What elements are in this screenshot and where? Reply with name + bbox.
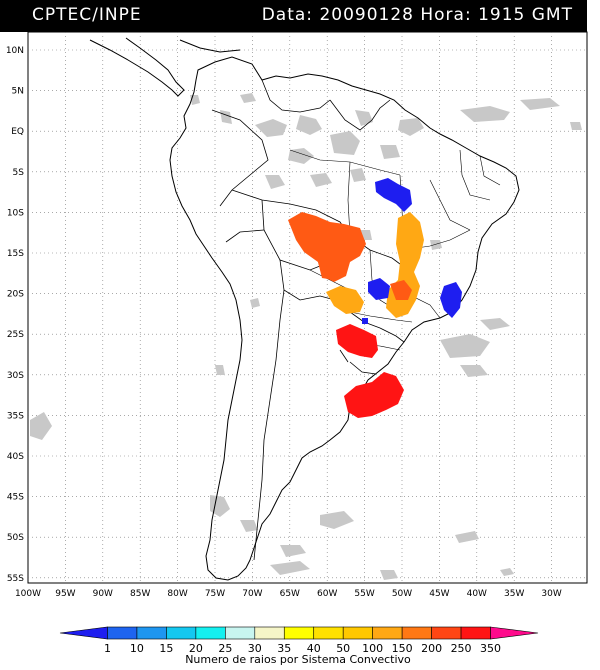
system-orange-red-west	[288, 212, 366, 282]
colorbar-segment	[59, 626, 108, 640]
lon-label: 65W	[280, 589, 300, 599]
colorbar-segment	[107, 626, 138, 640]
lat-label: 15S	[7, 249, 24, 259]
lat-label: 55S	[7, 574, 24, 584]
lon-label: 50W	[392, 589, 412, 599]
lat-label: EQ	[11, 127, 24, 137]
lat-label: 5S	[13, 168, 25, 178]
system-red-south	[344, 372, 404, 418]
lon-label: 40W	[467, 589, 487, 599]
system-blue-east	[440, 282, 462, 318]
cloud-cover	[30, 93, 582, 580]
datetime-label: Data: 20090128 Hora: 1915 GMT	[261, 5, 573, 25]
lat-label: 40S	[7, 452, 24, 462]
colorbar-label: 200	[421, 642, 442, 655]
colorbar: 1 10 15 20 25 30 35 40 50 100 150 200 250 350	[59, 626, 539, 655]
colorbar-segment	[225, 626, 256, 640]
lon-label: 95W	[55, 589, 75, 599]
lon-label: 85W	[130, 589, 150, 599]
colorbar-segment	[342, 626, 373, 640]
lon-label: 55W	[354, 589, 374, 599]
colorbar-label: 100	[362, 642, 383, 655]
lon-label: 80W	[167, 589, 187, 599]
lat-label: 30S	[7, 371, 24, 381]
lat-label: 10N	[6, 46, 24, 56]
colorbar-segment	[166, 626, 197, 640]
latitude-labels: 10N 5N EQ 5S 10S 15S 20S 25S 30S 35S 40S 45S 50S 55S	[6, 46, 24, 584]
colorbar-label: 1	[104, 642, 111, 655]
lat-label: 25S	[7, 330, 24, 340]
colorbar-label: 40	[307, 642, 321, 655]
lon-label: 75W	[205, 589, 225, 599]
colorbar-label: 25	[218, 642, 232, 655]
colorbar-label: 350	[480, 642, 501, 655]
lat-label: 5N	[12, 87, 24, 97]
coastlines	[89, 37, 520, 581]
colorbar-label: 15	[159, 642, 173, 655]
colorbar-segment	[195, 626, 226, 640]
lon-label: 100W	[15, 589, 41, 599]
lon-label: 35W	[504, 589, 524, 599]
colorbar-segment	[372, 626, 403, 640]
lat-label: 45S	[7, 493, 24, 503]
colorbar-segment	[431, 626, 462, 640]
south-america-coastline	[169, 56, 520, 581]
system-red-parana	[336, 324, 378, 358]
lon-label: 60W	[317, 589, 337, 599]
lon-label: 70W	[242, 589, 262, 599]
lat-label: 10S	[7, 208, 24, 218]
system-blue-dot	[362, 318, 368, 324]
system-orange-sw	[326, 286, 364, 314]
system-blue-north	[375, 178, 412, 212]
colorbar-segment	[283, 626, 315, 640]
lon-label: 45W	[429, 589, 449, 599]
colorbar-segment	[401, 626, 432, 640]
system-orange-red-center	[390, 280, 412, 300]
colorbar-label: 250	[451, 642, 472, 655]
map-header: CPTEC/INPE Data: 20090128 Hora: 1915 GMT	[0, 0, 587, 32]
colorbar-title: Numero de raios por Sistema Convectivo	[185, 653, 411, 666]
colorbar-segment	[490, 626, 539, 640]
convective-systems	[288, 178, 462, 418]
colorbar-label: 30	[248, 642, 262, 655]
system-blue-center	[368, 278, 390, 300]
colorbar-segment	[254, 626, 285, 640]
colorbar-label: 10	[130, 642, 144, 655]
lat-label: 35S	[7, 411, 24, 421]
colorbar-label: 35	[277, 642, 291, 655]
colorbar-segment	[460, 626, 491, 640]
caribbean-coastline	[179, 39, 241, 53]
colorbar-label: 20	[189, 642, 203, 655]
colorbar-segment	[136, 626, 167, 640]
colorbar-segment	[313, 626, 344, 640]
system-orange-red-small	[318, 258, 340, 280]
colorbar-label: 150	[392, 642, 413, 655]
central-america-coastline	[89, 37, 185, 97]
lon-label: 90W	[93, 589, 113, 599]
lat-label: 20S	[7, 290, 24, 300]
longitude-labels: 100W 95W 90W 85W 80W 75W 70W 65W 60W 55W 50W 45W 40W…	[15, 589, 562, 599]
colorbar-label: 50	[336, 642, 350, 655]
lon-label: 30W	[541, 589, 561, 599]
source-label: CPTEC/INPE	[32, 5, 142, 25]
lat-label: 50S	[7, 533, 24, 543]
